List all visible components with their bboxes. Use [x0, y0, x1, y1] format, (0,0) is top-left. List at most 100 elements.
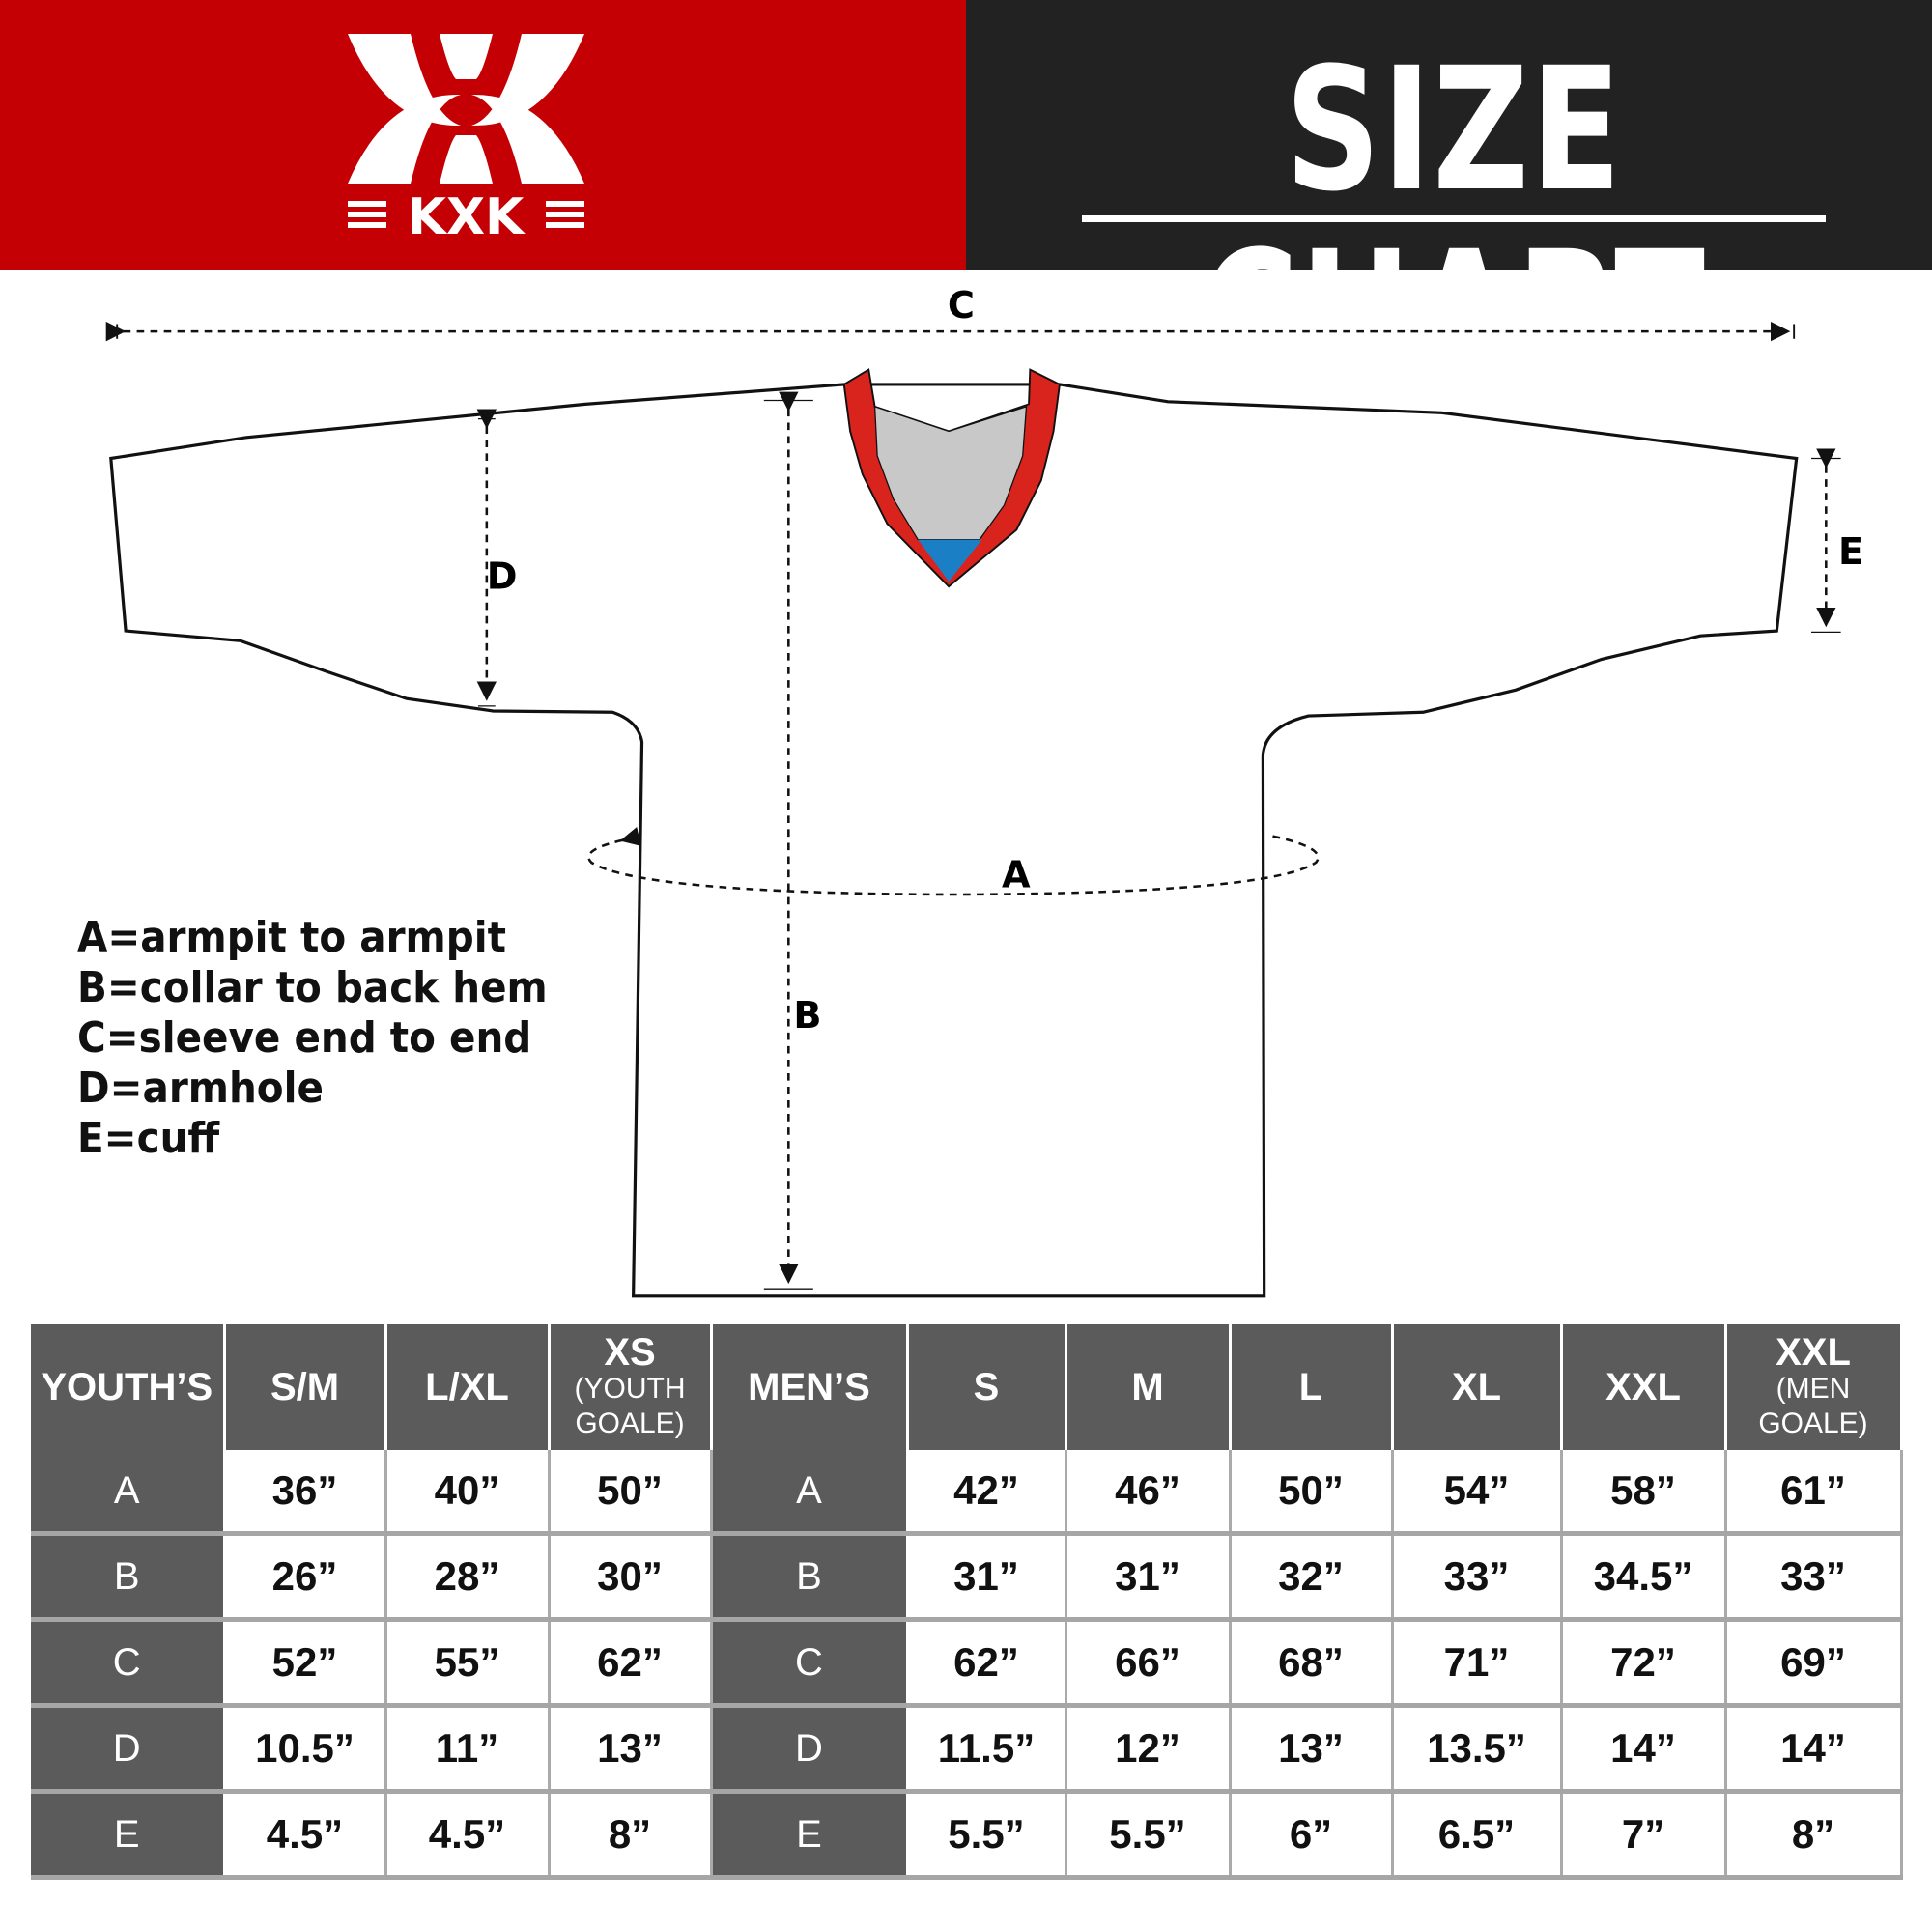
size-value: 34.5” — [1561, 1533, 1727, 1622]
table-row: C 52” 55” 62” C 62” 66” 68” 71” 72” 69” — [31, 1619, 1903, 1708]
title-underline — [1082, 215, 1826, 222]
legend-item: A=armpit to armpit — [77, 913, 506, 962]
measure-b: B — [763, 391, 822, 1290]
svg-text:A: A — [1002, 853, 1031, 896]
column-header-label: MEN’S — [748, 1366, 870, 1408]
size-value: 5.5” — [907, 1791, 1067, 1880]
row-label: D — [711, 1705, 909, 1794]
row-label: B — [711, 1533, 909, 1622]
size-value: 32” — [1230, 1533, 1394, 1622]
size-value: 55” — [385, 1619, 551, 1708]
svg-text:D: D — [487, 555, 518, 599]
size-value: 33” — [1392, 1533, 1563, 1622]
column-header: S/M — [224, 1324, 387, 1450]
kxk-logo: KXK — [348, 34, 584, 242]
size-value: 14” — [1725, 1705, 1903, 1794]
column-header-sublabel: (MEN GOALE) — [1758, 1373, 1868, 1439]
row-label: A — [31, 1450, 226, 1536]
size-value: 31” — [907, 1533, 1067, 1622]
size-value: 31” — [1065, 1533, 1232, 1622]
size-value: 62” — [549, 1619, 713, 1708]
title-banner — [966, 0, 1932, 270]
size-value: 13” — [1230, 1705, 1394, 1794]
measure-d: D — [476, 409, 518, 707]
column-header-label: L — [1298, 1366, 1323, 1408]
size-value: 11.5” — [907, 1705, 1067, 1794]
size-value: 61” — [1725, 1450, 1903, 1536]
size-value: 6.5” — [1392, 1791, 1563, 1880]
column-header: M — [1065, 1324, 1232, 1450]
size-value: 33” — [1725, 1533, 1903, 1622]
table-header-row: YOUTH’S S/M L/XL XS (YOUTH GOALE) MEN’S S M L XL X… — [31, 1324, 1903, 1450]
row-label: C — [711, 1619, 909, 1708]
size-value: 50” — [1230, 1450, 1394, 1536]
size-value: 13” — [549, 1705, 713, 1794]
column-header-label: S — [973, 1366, 1000, 1408]
size-value: 36” — [224, 1450, 387, 1536]
size-value: 8” — [1725, 1791, 1903, 1880]
column-header-label: L/XL — [425, 1366, 509, 1408]
table-row: A 36” 40” 50” A 42” 46” 50” 54” 58” 61” — [31, 1450, 1903, 1536]
size-value: 26” — [224, 1533, 387, 1622]
size-value: 11” — [385, 1705, 551, 1794]
collar-inner — [873, 406, 1028, 541]
size-value: 42” — [907, 1450, 1067, 1536]
size-value: 5.5” — [1065, 1791, 1232, 1880]
size-value: 12” — [1065, 1705, 1232, 1794]
table-row: B 26” 28” 30” B 31” 31” 32” 33” 34.5” 33” — [31, 1533, 1903, 1622]
row-label: E — [31, 1791, 226, 1880]
svg-text:B: B — [793, 994, 821, 1037]
column-header-label: XS — [604, 1331, 656, 1374]
column-header-label: M — [1131, 1366, 1164, 1408]
jersey-outline — [109, 383, 1799, 1298]
size-value: 28” — [385, 1533, 551, 1622]
size-value: 62” — [907, 1619, 1067, 1708]
row-label: A — [711, 1450, 909, 1536]
legend-item: C=sleeve end to end — [77, 1013, 532, 1063]
size-value: 14” — [1561, 1705, 1727, 1794]
table-row: E 4.5” 4.5” 8” E 5.5” 5.5” 6” 6.5” 7” 8” — [31, 1791, 1903, 1880]
size-value: 7” — [1561, 1791, 1727, 1880]
legend-item: D=armhole — [77, 1064, 324, 1113]
column-header-label: S/M — [270, 1366, 340, 1408]
size-value: 52” — [224, 1619, 387, 1708]
size-value: 6” — [1230, 1791, 1394, 1880]
size-value: 54” — [1392, 1450, 1563, 1536]
size-value: 10.5” — [224, 1705, 387, 1794]
column-header: MEN’S — [711, 1324, 909, 1450]
size-value: 68” — [1230, 1619, 1394, 1708]
measure-a: A — [587, 826, 1320, 896]
size-value: 4.5” — [224, 1791, 387, 1880]
size-value: 30” — [549, 1533, 713, 1622]
column-header-label: XL — [1451, 1366, 1502, 1408]
column-header: XXL — [1561, 1324, 1727, 1450]
size-value: 58” — [1561, 1450, 1727, 1536]
column-header: L/XL — [385, 1324, 551, 1450]
column-header-label: XXL — [1776, 1331, 1851, 1374]
table-row: D 10.5” 11” 13” D 11.5” 12” 13” 13.5” 14” 14” — [31, 1705, 1903, 1794]
column-header: YOUTH’S — [31, 1324, 226, 1450]
column-header: XL — [1392, 1324, 1563, 1450]
column-header-label: YOUTH’S — [41, 1366, 213, 1408]
size-value: 69” — [1725, 1619, 1903, 1708]
legend-item: E=cuff — [77, 1114, 220, 1163]
logo-wordmark: KXK — [408, 188, 526, 242]
size-value: 13.5” — [1392, 1705, 1563, 1794]
size-value: 40” — [385, 1450, 551, 1536]
size-value: 66” — [1065, 1619, 1232, 1708]
column-header: S — [907, 1324, 1067, 1450]
row-label: D — [31, 1705, 226, 1794]
column-header-sublabel: (YOUTH GOALE) — [574, 1373, 686, 1439]
measurement-legend: A=armpit to armpit B=collar to back hem … — [77, 913, 588, 1164]
page-title: SIZE CHART — [1201, 31, 1707, 412]
size-table: YOUTH’S S/M L/XL XS (YOUTH GOALE) MEN’S S M L XL X… — [31, 1324, 1903, 1880]
legend-item: B=collar to back hem — [77, 963, 548, 1012]
column-header-label: XXL — [1605, 1366, 1681, 1408]
collar-tag — [918, 539, 982, 582]
size-value: 50” — [549, 1450, 713, 1536]
svg-text:C: C — [948, 284, 975, 327]
size-value: 72” — [1561, 1619, 1727, 1708]
row-label: C — [31, 1619, 226, 1708]
size-value: 46” — [1065, 1450, 1232, 1536]
